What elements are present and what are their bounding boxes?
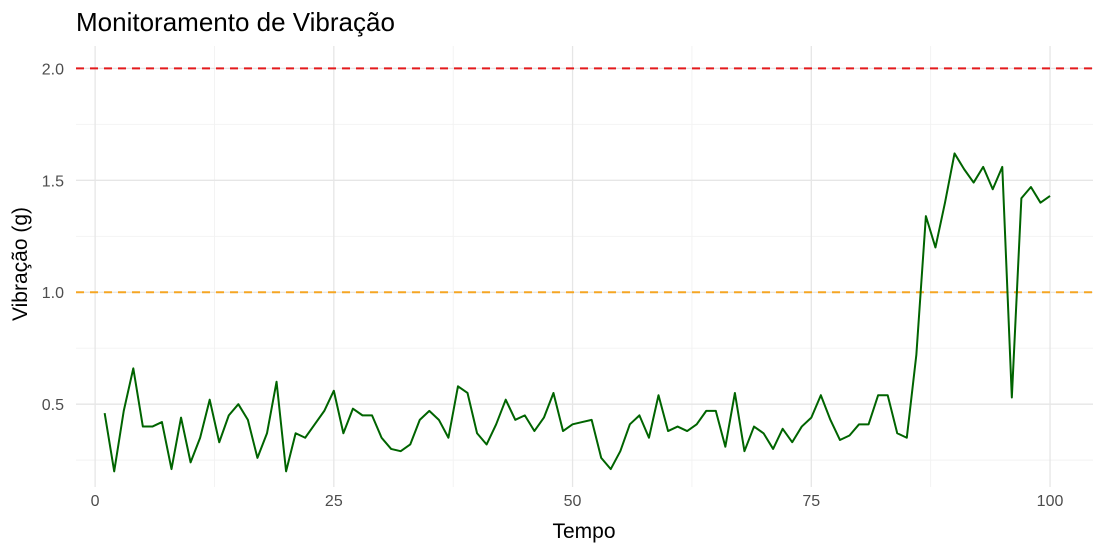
chart-title: Monitoramento de Vibração [76,7,395,37]
y-axis-title: Vibração (g) [9,207,32,321]
x-axis-ticks: 0 25 50 75 100 [91,493,1064,510]
x-tick-label: 50 [564,493,582,510]
threshold-lines [76,67,1093,294]
y-tick-label: 1.5 [42,173,64,190]
y-tick-label: 0.5 [42,397,64,414]
x-axis-title: Tempo [552,520,615,543]
x-tick-label: 100 [1037,493,1064,510]
x-tick-label: 25 [325,493,343,510]
x-tick-label: 0 [91,493,100,510]
series-line-vibracao [103,152,1051,473]
y-axis-ticks: 0.5 1.0 1.5 2.0 [42,61,64,414]
y-tick-label: 1.0 [42,285,64,302]
series-layer [103,152,1051,473]
x-tick-label: 75 [802,493,820,510]
y-tick-label: 2.0 [42,61,64,78]
